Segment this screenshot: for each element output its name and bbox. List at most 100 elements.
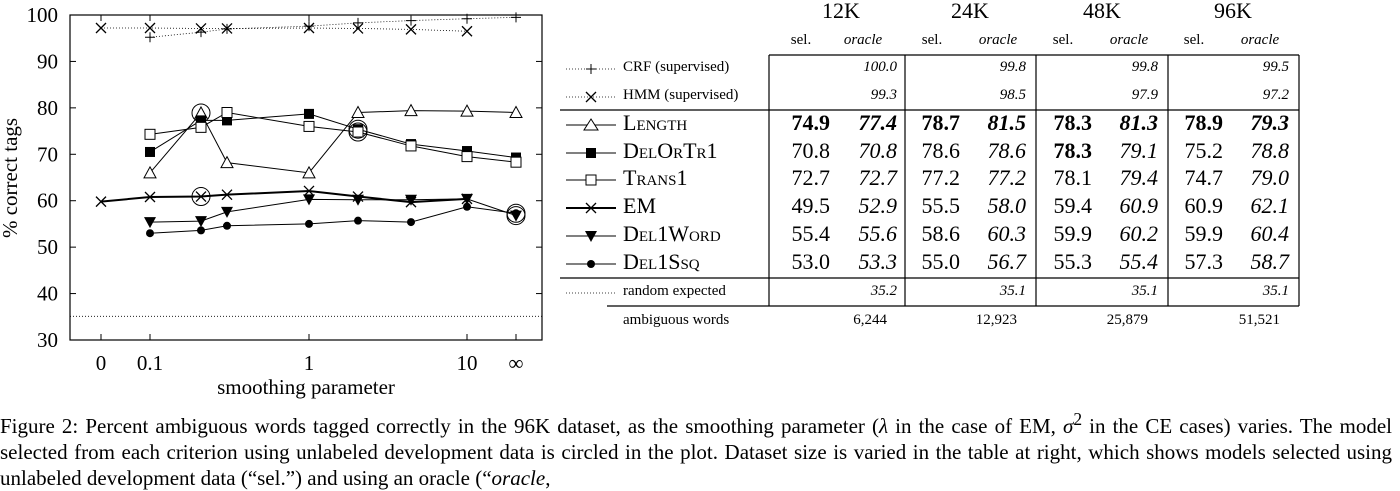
table-cell-value: 75.2 [1184,138,1224,163]
y-axis-label: % correct tags [0,118,22,238]
marker-open-square [221,107,233,118]
table-cell-value: 99.8 [999,59,1026,75]
legend-marker-sample [585,231,597,242]
marker-x [303,22,315,34]
sel-header: sel. [1052,32,1074,48]
marker-circle [463,202,471,211]
marker-circle [146,229,154,238]
table-cell-value: 35.1 [999,283,1026,299]
marker-triangle-down [144,217,156,229]
marker-triangle [351,105,365,118]
marker-triangle [143,165,157,179]
dataset-header: 48K [1083,0,1121,23]
table-cell-value: 79.0 [1250,165,1290,190]
y-tick-label: 60 [37,189,58,213]
dataset-header: 12K [822,0,860,23]
marker-open-square [303,120,315,132]
table-cell-value: 49.5 [791,193,831,218]
table-cell-value: 77.2 [987,165,1027,190]
table-cell-value: 99.5 [1262,59,1289,75]
marker-triangle [509,105,523,118]
y-tick-label: 90 [37,49,58,73]
oracle-header: oracle [1240,32,1280,48]
marker-plus [304,21,314,32]
row-label: HMM (supervised) [623,87,739,103]
legend-marker-sample [585,91,597,103]
row-label: CRF (supervised) [623,59,730,75]
series-line [100,189,468,204]
dataset-header: 96K [1214,0,1252,23]
row-label: Del1Ssq [623,249,700,274]
caption-line1-a: Figure 2: Percent ambiguous words tagged… [0,414,879,438]
marker-x [303,185,315,197]
caption-sigma: σ [1062,414,1074,438]
table-cell-value: 70.8 [791,138,831,163]
table-cell-value: 72.7 [858,165,898,190]
legend-marker-sample [587,260,595,268]
table-cell-value: 77.4 [858,110,898,135]
row-label: Trans1 [623,165,688,190]
table-cell-value: 78.3 [1053,110,1093,135]
legend-marker-sample [583,118,599,131]
table-cell-value: 60.4 [1250,221,1290,246]
marker-triangle-down [461,193,473,205]
table-cell-value: 98.5 [999,87,1026,103]
caption-sup: 2 [1073,409,1083,429]
marker-open-square [352,126,364,138]
marker-x [405,23,417,35]
selected-circle [191,187,211,207]
legend-marker-sample [586,64,596,74]
x-tick-label: 0.1 [137,351,163,375]
y-tick-label: 100 [27,3,59,27]
table-cell-value: 56.7 [987,249,1027,274]
table-cell-value: 79.4 [1119,165,1159,190]
y-tick-label: 70 [37,142,58,166]
marker-triangle [302,165,316,179]
table-cell-value: 55.0 [921,249,961,274]
table-cell-value: 74.7 [1184,165,1224,190]
marker-open-square [510,156,522,168]
marker-square [222,115,232,126]
ambiguous-words-count: 6,244 [853,312,887,328]
marker-triangle-down [405,194,417,206]
line-plot: 30 40 50 60 70 80 90 100 0 0.1 1 10 ∞ smoothing param… [0,3,543,399]
marker-x [195,23,207,34]
marker-circle [512,209,520,218]
table-cell-value: 58.7 [1250,249,1290,274]
y-tick-label: 50 [37,235,58,259]
marker-triangle [460,104,474,117]
table-cell-value: 60.2 [1119,221,1159,246]
marker-x [352,23,364,34]
series-line [149,16,517,38]
table-cell-value: 70.8 [858,138,898,163]
table-cell-value: 78.6 [921,138,961,163]
marker-x [144,191,156,203]
selected-circle [348,122,368,142]
ambiguous-words-count: 51,521 [1238,312,1280,328]
selected-circle [506,203,526,223]
table-cell-value: 79.3 [1250,110,1290,135]
table-cell-value: 72.7 [791,165,831,190]
table-cell-value: 55.3 [1053,249,1093,274]
table-cell-value: 59.9 [1053,221,1093,246]
sel-header: sel. [1183,32,1205,48]
sel-header: sel. [790,32,812,48]
marker-open-square [461,151,473,163]
legend-marker-sample [585,174,597,186]
table-cell-value: 52.9 [858,193,898,218]
table-cell-value: 60.3 [987,221,1027,246]
caption-line3-b: , [545,466,551,490]
table-cell-value: 55.4 [791,221,831,246]
series-line [101,27,468,32]
table-cell-value: 78.9 [1184,110,1224,135]
marker-circle [305,219,313,228]
x-tick-label: ∞ [509,351,524,375]
ambiguous-words-count: 25,879 [1106,312,1148,328]
marker-square [304,108,314,119]
table-cell-value: 97.2 [1262,87,1289,103]
caption-oracle: oracle [491,466,546,490]
marker-open-square [195,121,207,133]
marker-triangle [404,103,418,117]
table-cell-value: 100.0 [863,59,897,75]
table-cell-value: 99.3 [870,87,897,103]
